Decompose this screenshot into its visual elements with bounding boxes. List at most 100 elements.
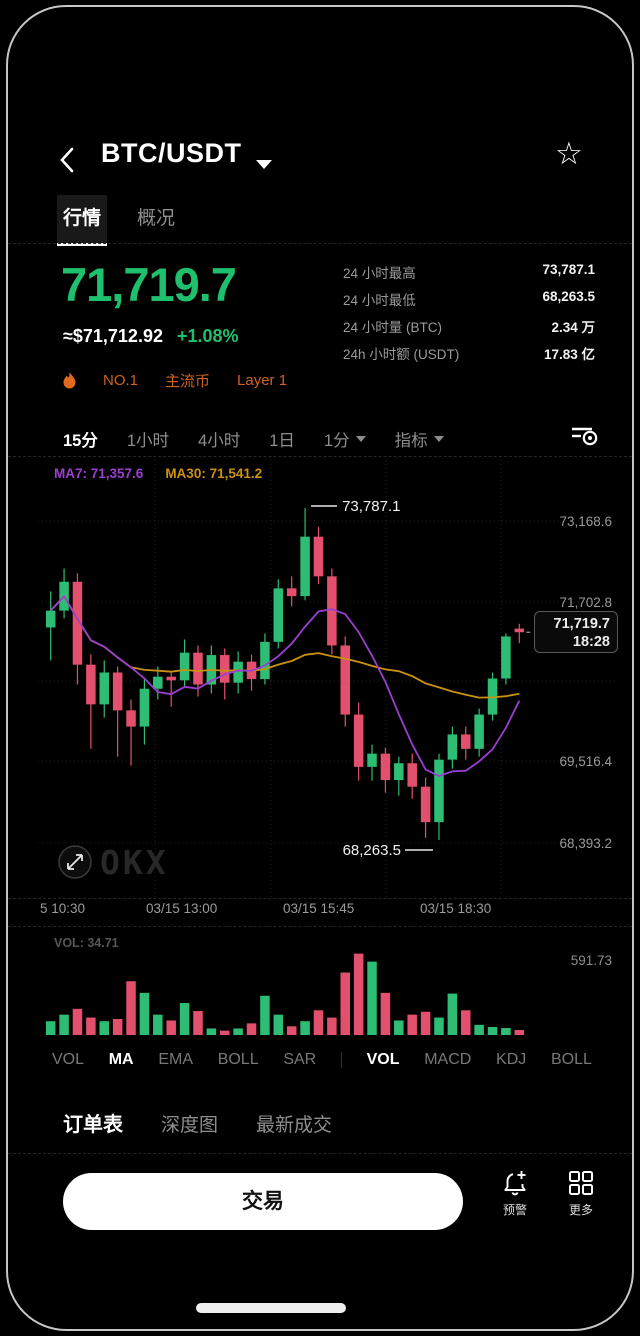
divider [8, 898, 632, 899]
candle-body [166, 676, 176, 681]
timeframe-4小时[interactable]: 4小时 [198, 432, 241, 450]
volume-bar [447, 993, 458, 1035]
stat-value: 73,787.1 [542, 262, 595, 277]
indicator-main-ema[interactable]: EMA [158, 1051, 193, 1068]
y-axis-label: 71,702.8 [559, 595, 612, 610]
current-price: 71,719.7 [553, 616, 610, 633]
volume-bar [327, 1017, 337, 1035]
candle-body [193, 652, 203, 685]
indicator-sub-macd[interactable]: MACD [424, 1051, 472, 1068]
favorite-star-icon[interactable]: ☆ [555, 136, 583, 171]
volume-bar [86, 1017, 96, 1035]
back-icon[interactable] [60, 147, 74, 173]
timeframe-1日[interactable]: 1日 [269, 432, 295, 450]
bottom-tabs: 订单表 深度图 最新成交 [63, 1108, 332, 1137]
stat-value: 68,263.5 [542, 289, 595, 304]
badge[interactable]: NO.1 [103, 372, 139, 389]
caret-down-icon [433, 436, 444, 442]
candle-body [447, 734, 458, 760]
volume-bar [340, 972, 350, 1035]
timeframe-1小时[interactable]: 1小时 [126, 432, 170, 450]
tab-trades[interactable]: 最新成交 [256, 1115, 333, 1136]
x-axis-labels: 5 10:30 03/15 13:00 03/15 15:45 03/15 18:30 [38, 901, 632, 923]
top-tabs: 行情 概况 [57, 195, 181, 246]
candle-body [353, 714, 364, 767]
fiat-price-row: ≈$71,712.92 +1.08% [63, 326, 239, 347]
volume-bar [72, 1008, 83, 1035]
flame-icon [63, 372, 76, 389]
candle-body [112, 672, 123, 711]
candle-body [313, 536, 324, 577]
stat-value: 17.83 亿 [543, 347, 595, 362]
volume-bar [166, 1020, 176, 1035]
current-time: 18:28 [572, 634, 610, 651]
stat-label: 24h 小时额 (USDT) [343, 347, 460, 362]
candlestick-chart[interactable]: 73,168.6 71,702.8 69,516.4 68,393.2 OKX 73,78… [38, 460, 618, 897]
candle-body [99, 672, 109, 705]
tab-overview[interactable]: 概况 [137, 208, 176, 229]
volume-bar [206, 1028, 217, 1035]
trade-button[interactable]: 交易 [63, 1173, 463, 1230]
tab-orderbook[interactable]: 订单表 [63, 1114, 123, 1136]
volume-bar [353, 953, 364, 1035]
okx-logo: OKX [100, 843, 169, 882]
x-axis-label: 03/15 13:00 [146, 901, 218, 916]
stat-row: 24 小时最高 73,787.1 [343, 262, 595, 282]
divider [8, 926, 632, 927]
timeframe-row: 15分 1小时 4小时 1日 1分 指标 [63, 423, 444, 455]
home-indicator [196, 1303, 346, 1313]
pair-dropdown-icon[interactable] [256, 160, 272, 169]
candle-body [434, 759, 444, 823]
indicator-main-sar[interactable]: SAR [283, 1051, 317, 1068]
volume-bar [286, 1026, 297, 1035]
divider [8, 243, 632, 244]
candle-body [260, 641, 270, 680]
badge[interactable]: 主流币 [165, 373, 211, 390]
volume-bar [126, 981, 136, 1035]
volume-bar [220, 1030, 230, 1035]
alert-label: 预警 [502, 1203, 527, 1217]
indicator-sub-kdj[interactable]: KDJ [496, 1051, 527, 1068]
timeframe-1分[interactable]: 1分 [324, 427, 366, 451]
more-action[interactable]: 更多 [552, 1169, 610, 1218]
stat-row: 24 小时最低 68,263.5 [343, 289, 595, 309]
candle-body [300, 536, 310, 597]
timeframe-15分[interactable]: 15分 [63, 432, 98, 450]
indicator-group-divider [340, 1052, 342, 1068]
indicator-main-boll[interactable]: BOLL [217, 1051, 259, 1068]
volume-bar [394, 1020, 404, 1035]
volume-pane[interactable] [38, 929, 618, 1041]
candle-body [126, 710, 136, 727]
timeframe-指标[interactable]: 指标 [395, 427, 444, 451]
stat-label: 24 小时最高 [343, 266, 416, 281]
chart-settings-icon[interactable] [568, 423, 602, 449]
volume-bar [407, 1014, 417, 1035]
indicator-main-vol[interactable]: VOL [52, 1051, 85, 1068]
y-axis-label: 69,516.4 [559, 754, 612, 769]
volume-bar [153, 1014, 163, 1035]
indicator-tabs: VOL MA EMA BOLL SAR VOL MACD KDJ BOLL [52, 1043, 592, 1077]
indicator-main-ma[interactable]: MA [108, 1051, 134, 1068]
candle-body [273, 588, 284, 642]
badge[interactable]: Layer 1 [237, 372, 288, 389]
alert-action[interactable]: 预警 [486, 1169, 544, 1218]
change-percent: +1.08% [176, 326, 239, 346]
volume-bar [246, 1023, 257, 1035]
candle-body [179, 652, 190, 681]
phone-frame: BTC/USDT ☆ 行情 概况 71,719.7 ≈$71,712.92 +1.0… [6, 5, 634, 1331]
bell-plus-icon [504, 1171, 526, 1196]
volume-bar [59, 1014, 69, 1035]
volume-bar [487, 1027, 498, 1035]
x-axis-label: 03/15 15:45 [283, 901, 355, 916]
volume-bar [273, 1014, 284, 1035]
tab-market[interactable]: 行情 [57, 195, 108, 246]
fiat-price: ≈$71,712.92 [63, 326, 163, 346]
candle-body [286, 588, 297, 597]
candle-body [45, 610, 56, 628]
tab-depth[interactable]: 深度图 [161, 1115, 219, 1136]
volume-bar [260, 995, 270, 1035]
candle-body [220, 655, 230, 683]
candle-body [420, 786, 431, 823]
indicator-sub-boll[interactable]: BOLL [550, 1051, 592, 1068]
indicator-sub-vol[interactable]: VOL [366, 1051, 400, 1068]
